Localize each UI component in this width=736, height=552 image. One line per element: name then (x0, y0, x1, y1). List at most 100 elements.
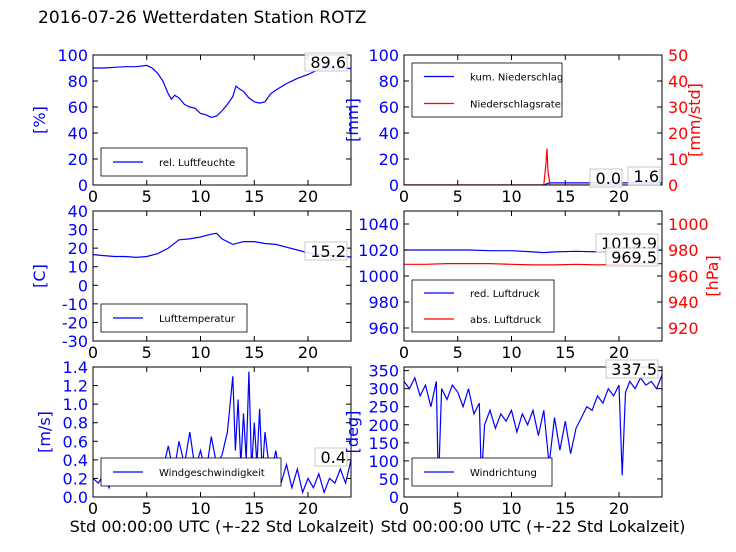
y-tick-label: 40 (379, 124, 399, 143)
legend-label: kum. Niederschlag (470, 73, 563, 84)
x-tick-label: 15 (555, 343, 575, 362)
x-tick-label: 0 (399, 187, 409, 206)
y-tick-label: 0.0 (63, 488, 88, 507)
y-tick-label: 60 (379, 98, 399, 117)
axes-frame-humidity (92, 54, 352, 186)
y2-tick-label: 920 (668, 319, 699, 338)
x-tick-label: 20 (609, 187, 629, 206)
legend-box (411, 62, 563, 118)
y-tick-label: 40 (68, 124, 88, 143)
x-tick-label: 10 (190, 187, 210, 206)
value-annotation-box (589, 168, 623, 188)
y-tick-label: 40 (68, 202, 88, 221)
x-tick-label: 0 (88, 499, 98, 518)
y-tick-label: 100 (368, 452, 399, 471)
x-tick-label: 20 (298, 499, 318, 518)
y-tick-label: 80 (379, 72, 399, 91)
y-axis-label: [deg] (343, 411, 362, 454)
y-tick-label: 20 (68, 150, 88, 169)
y-tick-label: 80 (68, 72, 88, 91)
y2-tick-label: 40 (668, 72, 688, 91)
series-line-precipitation-kum-niederschlag (404, 182, 662, 185)
y2-tick-label: 940 (668, 293, 699, 312)
y-tick-label: 30 (68, 221, 88, 240)
y-tick-label: 1000 (358, 267, 399, 286)
value-annotation-box (605, 359, 659, 379)
x-tick-label: 5 (142, 343, 152, 362)
y-tick-label: 10 (68, 258, 88, 277)
y2-tick-label: 50 (668, 46, 688, 65)
y-tick-label: 20 (68, 239, 88, 258)
axes-frame-wind_direction (403, 366, 663, 498)
x-tick-label: 5 (142, 187, 152, 206)
y-axis-label: [m/s] (35, 411, 54, 453)
x-tick-label: 0 (88, 343, 98, 362)
y-tick-label: 100 (57, 46, 88, 65)
value-annotation: 0.4 (321, 448, 346, 467)
x-tick-label: 20 (298, 187, 318, 206)
x-axis-label: Std 00:00:00 UTC (+-22 Std Lokalzeit) (70, 517, 375, 536)
y2-axis-label: [mm/std] (685, 83, 704, 157)
y2-tick-label: 10 (668, 150, 688, 169)
y-tick-label: 1.4 (63, 358, 88, 377)
series-line-humidity-rel-luftfeuchte (93, 64, 351, 119)
x-axis-label: Std 00:00:00 UTC (+-22 Std Lokalzeit) (381, 517, 686, 536)
y-tick-label: 960 (368, 319, 399, 338)
y2-tick-label: 20 (668, 124, 688, 143)
x-tick-label: 10 (501, 499, 521, 518)
y-tick-label: -30 (62, 332, 88, 351)
y-tick-label: 250 (368, 398, 399, 417)
y2-tick-label: 0 (668, 176, 678, 195)
x-tick-label: 0 (399, 343, 409, 362)
y-tick-label: 0 (389, 176, 399, 195)
x-tick-label: 15 (555, 187, 575, 206)
x-tick-label: 10 (190, 499, 210, 518)
value-annotation: 969.5 (611, 248, 657, 267)
y-tick-label: 1.0 (63, 395, 88, 414)
y2-tick-label: 980 (668, 241, 699, 260)
y-axis-label: [mm] (343, 98, 362, 142)
legend-label: Niederschlagsrate (470, 100, 561, 111)
x-tick-label: 15 (555, 499, 575, 518)
x-tick-label: 15 (244, 343, 264, 362)
y-tick-label: 1.2 (63, 377, 88, 396)
y-tick-label: -20 (62, 313, 88, 332)
y-tick-label: 50 (379, 470, 399, 489)
y-axis-label: [%] (30, 106, 49, 134)
y-tick-label: 150 (368, 434, 399, 453)
x-tick-label: 5 (453, 343, 463, 362)
y-tick-label: 100 (368, 46, 399, 65)
value-annotation-box (627, 166, 661, 186)
y-tick-label: 0.4 (63, 451, 88, 470)
y2-tick-label: 1000 (668, 215, 709, 234)
series-line-wind_direction-windrichtung (404, 374, 662, 487)
value-annotation: 89.6 (310, 53, 346, 72)
value-annotation: 0.0 (596, 169, 621, 188)
x-tick-label: 20 (609, 343, 629, 362)
y-tick-label: 0.8 (63, 414, 88, 433)
x-tick-label: 10 (501, 187, 521, 206)
y2-axis-label: [hPa] (703, 255, 722, 296)
x-tick-label: 10 (190, 343, 210, 362)
value-annotation: 15.2 (310, 242, 346, 261)
y2-tick-label: 30 (668, 98, 688, 117)
y-axis-label: [C] (30, 264, 49, 288)
x-tick-label: 10 (501, 343, 521, 362)
legend-label: abs. Luftdruck (470, 315, 541, 326)
legend-label: Windgeschwindigkeit (159, 468, 265, 479)
y2-tick-label: 960 (668, 267, 699, 286)
legend-label: red. Luftdruck (470, 289, 540, 300)
value-annotation: 337.5 (611, 360, 657, 379)
y-tick-label: 0 (389, 488, 399, 507)
y-tick-label: -10 (62, 295, 88, 314)
x-tick-label: 0 (88, 187, 98, 206)
x-tick-label: 5 (453, 499, 463, 518)
value-annotation-box (314, 447, 348, 467)
axes-frame-precipitation (403, 54, 663, 186)
value-annotation-box (605, 247, 659, 267)
y-tick-label: 350 (368, 362, 399, 381)
axes-frame-wind_speed (92, 366, 352, 498)
value-annotation-box (304, 241, 348, 261)
y-tick-label: 1040 (358, 215, 399, 234)
